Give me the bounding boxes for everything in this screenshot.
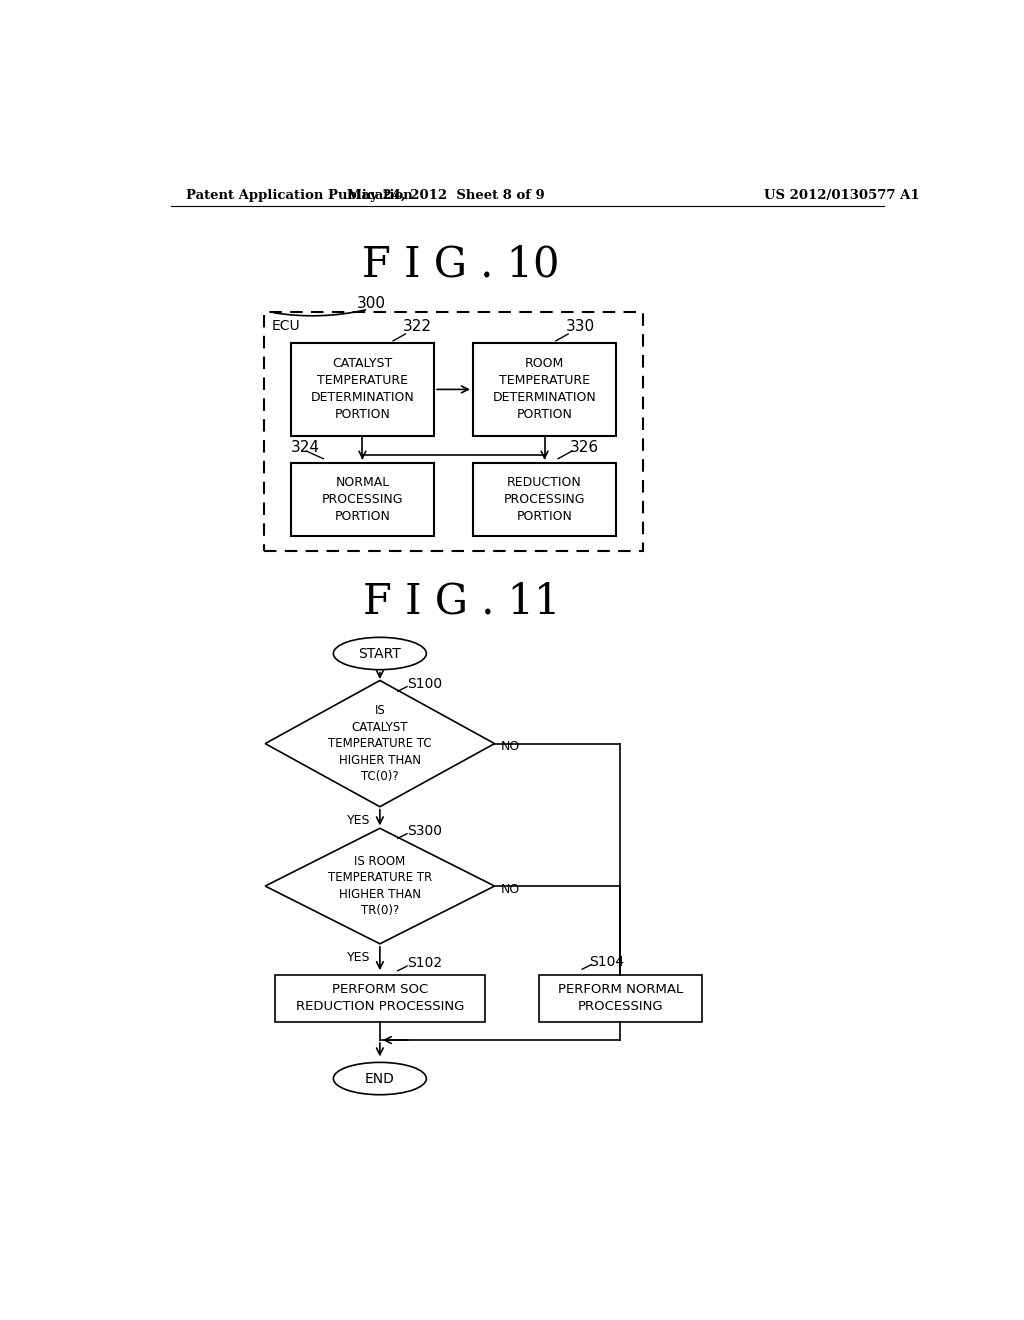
Text: NO: NO bbox=[501, 883, 520, 896]
Text: Patent Application Publication: Patent Application Publication bbox=[186, 189, 413, 202]
Ellipse shape bbox=[334, 1063, 426, 1094]
Text: REDUCTION
PROCESSING
PORTION: REDUCTION PROCESSING PORTION bbox=[504, 475, 586, 523]
Text: May 24, 2012  Sheet 8 of 9: May 24, 2012 Sheet 8 of 9 bbox=[347, 189, 545, 202]
Ellipse shape bbox=[334, 638, 426, 669]
FancyBboxPatch shape bbox=[275, 974, 484, 1022]
Polygon shape bbox=[265, 681, 495, 807]
Text: ROOM
TEMPERATURE
DETERMINATION
PORTION: ROOM TEMPERATURE DETERMINATION PORTION bbox=[493, 358, 596, 421]
Text: 330: 330 bbox=[566, 318, 595, 334]
Text: END: END bbox=[365, 1072, 395, 1085]
Text: F I G . 10: F I G . 10 bbox=[362, 244, 560, 285]
Text: NORMAL
PROCESSING
PORTION: NORMAL PROCESSING PORTION bbox=[322, 475, 403, 523]
Text: S102: S102 bbox=[407, 956, 442, 970]
Text: 300: 300 bbox=[356, 296, 386, 310]
FancyBboxPatch shape bbox=[291, 462, 434, 536]
Text: YES: YES bbox=[347, 952, 371, 964]
FancyBboxPatch shape bbox=[539, 974, 701, 1022]
FancyBboxPatch shape bbox=[291, 343, 434, 436]
Text: 322: 322 bbox=[403, 318, 432, 334]
Text: YES: YES bbox=[347, 814, 371, 828]
Text: NO: NO bbox=[501, 741, 520, 754]
FancyBboxPatch shape bbox=[473, 462, 616, 536]
Text: PERFORM SOC
REDUCTION PROCESSING: PERFORM SOC REDUCTION PROCESSING bbox=[296, 983, 464, 1014]
Text: S300: S300 bbox=[407, 824, 442, 838]
Text: IS ROOM
TEMPERATURE TR
HIGHER THAN
TR(0)?: IS ROOM TEMPERATURE TR HIGHER THAN TR(0)… bbox=[328, 855, 432, 917]
Text: START: START bbox=[358, 647, 401, 660]
Text: S100: S100 bbox=[407, 677, 442, 690]
Text: F I G . 11: F I G . 11 bbox=[362, 581, 560, 622]
Polygon shape bbox=[265, 829, 495, 944]
Text: PERFORM NORMAL
PROCESSING: PERFORM NORMAL PROCESSING bbox=[557, 983, 683, 1014]
Text: IS
CATALYST
TEMPERATURE TC
HIGHER THAN
TC(0)?: IS CATALYST TEMPERATURE TC HIGHER THAN T… bbox=[328, 704, 432, 783]
Text: S104: S104 bbox=[589, 954, 625, 969]
FancyBboxPatch shape bbox=[473, 343, 616, 436]
Text: 326: 326 bbox=[569, 440, 599, 454]
Text: US 2012/0130577 A1: US 2012/0130577 A1 bbox=[764, 189, 920, 202]
Text: CATALYST
TEMPERATURE
DETERMINATION
PORTION: CATALYST TEMPERATURE DETERMINATION PORTI… bbox=[310, 358, 415, 421]
Text: 324: 324 bbox=[291, 440, 319, 454]
Text: ECU: ECU bbox=[271, 319, 300, 333]
